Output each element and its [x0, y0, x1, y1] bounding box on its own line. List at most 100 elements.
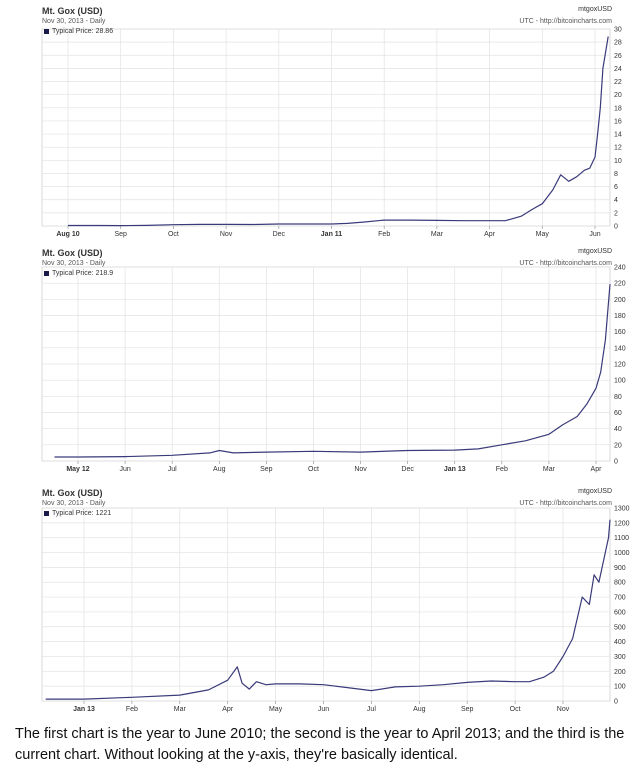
chart-date: Nov 30, 2013 - Daily [42, 18, 106, 25]
y-tick-label: 700 [614, 595, 626, 602]
series-line [45, 519, 611, 700]
y-tick-label: 160 [614, 329, 626, 336]
x-tick-label: Jun [119, 466, 130, 473]
y-tick-label: 20 [614, 92, 622, 99]
x-tick-label: Mar [543, 466, 556, 473]
y-tick-label: 22 [614, 79, 622, 86]
y-tick-label: 60 [614, 410, 622, 417]
x-tick-label: Mar [174, 706, 187, 713]
y-tick-label: 800 [614, 580, 626, 587]
x-tick-label: Apr [222, 706, 234, 713]
y-tick-label: 8 [614, 171, 618, 178]
x-tick-label: Aug 10 [56, 231, 79, 238]
x-tick-label: Nov [354, 466, 367, 473]
y-tick-label: 1200 [614, 520, 630, 527]
x-tick-label: Nov [220, 231, 233, 238]
y-tick-label: 6 [614, 184, 618, 191]
legend-label: Typical Price: 1221 [52, 510, 112, 517]
legend-swatch [44, 271, 49, 276]
series-line [54, 284, 611, 458]
x-tick-label: Oct [308, 466, 319, 473]
chart-title: Mt. Gox (USD) [42, 488, 103, 498]
chart-utc: UTC - http://bitcoincharts.com [519, 500, 612, 507]
x-tick-label: Apr [591, 466, 603, 473]
x-tick-label: Oct [510, 706, 521, 713]
y-tick-label: 0 [614, 699, 618, 706]
chart-utc: UTC - http://bitcoincharts.com [519, 260, 612, 267]
chart-panel-1: 0 2 4 6 8 10 12 14 16 18 20 22 24 26 28 30 Aug 10 Sep Oct N… [0, 0, 637, 242]
legend-label: Typical Price: 218.9 [52, 270, 114, 277]
x-tick-label: Jan 11 [321, 231, 343, 238]
y-tick-label: 100 [614, 378, 626, 385]
y-tick-label: 1000 [614, 550, 630, 557]
chart-source: mtgoxUSD [578, 6, 612, 13]
chart-utc: UTC - http://bitcoincharts.com [519, 18, 612, 25]
x-tick-label: Aug [413, 706, 426, 713]
legend-swatch [44, 511, 49, 516]
y-tick-label: 600 [614, 609, 626, 616]
y-tick-label: 500 [614, 624, 626, 631]
y-tick-label: 200 [614, 669, 626, 676]
x-tick-label: Jan 13 [73, 706, 95, 713]
y-tick-label: 28 [614, 40, 622, 47]
x-tick-label: Jul [367, 706, 376, 713]
series-line [68, 36, 609, 227]
y-tick-label: 1100 [614, 535, 629, 542]
chart-plot-2: 0 20 40 60 80 100 120 140 160 180 200 220 240 May 12 J… [41, 265, 626, 473]
plot-area [41, 507, 611, 702]
y-tick-label: 220 [614, 281, 626, 288]
chart-plot-3: 0 100 200 300 400 500 600 700 800 900 1000 1100 1200… [41, 506, 630, 713]
y-tick-label: 0 [614, 459, 618, 466]
plot-area [41, 28, 611, 227]
y-tick-label: 100 [614, 684, 626, 691]
caption-text: The first chart is the year to June 2010… [15, 726, 625, 763]
chart-panel-2: 0 20 40 60 80 100 120 140 160 180 200 220 240 May 12 J… [0, 242, 637, 482]
y-tick-label: 400 [614, 639, 626, 646]
chart-legend: Typical Price: 1221 [44, 510, 111, 517]
y-tick-label: 40 [614, 426, 622, 433]
legend-label: Typical Price: 28.86 [52, 28, 114, 35]
y-tick-label: 26 [614, 53, 622, 60]
y-tick-label: 0 [614, 224, 618, 231]
y-tick-label: 900 [614, 565, 626, 572]
x-tick-label: Nov [557, 706, 570, 713]
x-tick-label: May 12 [66, 466, 89, 473]
y-tick-label: 140 [614, 345, 626, 352]
x-tick-label: Feb [126, 706, 138, 713]
chart-date: Nov 30, 2013 - Daily [42, 260, 106, 267]
x-tick-label: Feb [378, 231, 390, 238]
chart-legend: Typical Price: 218.9 [44, 270, 113, 277]
x-tick-label: Jan 13 [444, 466, 466, 473]
x-tick-label: Aug [213, 466, 226, 473]
x-tick-label: Jun [589, 231, 600, 238]
x-tick-label: Sep [260, 466, 273, 473]
chart-source: mtgoxUSD [578, 248, 612, 255]
y-tick-label: 18 [614, 105, 622, 112]
x-tick-label: May [536, 231, 550, 238]
y-tick-label: 300 [614, 654, 626, 661]
x-tick-label: Sep [114, 231, 127, 238]
legend-swatch [44, 29, 49, 34]
y-tick-label: 180 [614, 313, 626, 320]
chart-legend: Typical Price: 28.86 [44, 28, 113, 35]
y-tick-label: 12 [614, 145, 622, 152]
y-tick-label: 24 [614, 66, 622, 73]
x-tick-label: Sep [461, 706, 474, 713]
y-tick-label: 20 [614, 442, 622, 449]
x-tick-label: Mar [431, 231, 444, 238]
x-tick-label: Jun [318, 706, 329, 713]
y-tick-label: 80 [614, 394, 622, 401]
x-tick-label: Dec [273, 231, 286, 238]
chart-title: Mt. Gox (USD) [42, 248, 103, 258]
y-tick-label: 120 [614, 362, 626, 369]
y-tick-label: 16 [614, 118, 622, 125]
y-tick-label: 1300 [614, 506, 630, 513]
y-tick-label: 10 [614, 158, 622, 165]
x-tick-label: Jul [168, 466, 177, 473]
y-tick-label: 240 [614, 265, 626, 272]
chart-source: mtgoxUSD [578, 488, 612, 495]
y-tick-label: 30 [614, 27, 622, 34]
y-tick-label: 200 [614, 297, 626, 304]
x-tick-label: Dec [401, 466, 414, 473]
